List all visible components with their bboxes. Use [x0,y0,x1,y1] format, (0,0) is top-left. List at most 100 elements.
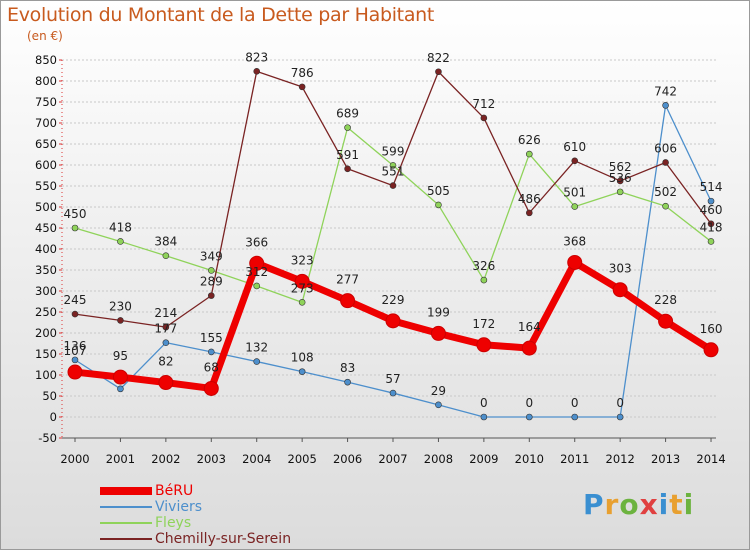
data-point-fleys [162,252,170,260]
data-label-fleys: 312 [245,265,268,279]
proxiti-logo: Proxiti [583,488,694,521]
logo-letter: P [583,488,605,521]
y-tick-label: 700 [35,116,57,130]
data-label-viviers: 0 [571,396,579,410]
y-tick-label: 750 [35,95,57,109]
data-label-fleys: 536 [609,171,632,185]
data-label-b-ru: 160 [700,322,723,336]
logo-letter: x [639,488,659,521]
x-tick-label: 2003 [197,452,226,466]
data-point-fleys [298,299,306,306]
data-point-chemilly-sur-serein [207,292,215,299]
y-tick-label: 650 [35,137,57,151]
legend-label: Chemilly-sur-Serein [155,531,292,547]
data-point-viviers [389,389,397,397]
data-label-chemilly-sur-serein: 562 [609,160,632,174]
data-label-chemilly-sur-serein: 822 [427,51,450,65]
data-label-viviers: 57 [385,372,400,386]
data-point-viviers [571,413,579,421]
y-tick-label: 800 [35,74,57,88]
data-point-viviers [162,339,170,346]
data-label-fleys: 502 [654,185,677,199]
data-label-fleys: 418 [700,220,723,234]
data-point-b-ru [294,273,310,289]
y-tick-label: 850 [35,53,57,67]
data-point-fleys [662,202,669,210]
logo-letter: i [658,488,670,521]
y-tick-label: -50 [38,431,57,445]
data-label-chemilly-sur-serein: 786 [291,66,314,80]
data-point-fleys [207,267,215,274]
chart-subtitle: (en €) [27,29,63,43]
x-tick-label: 2010 [515,452,544,466]
data-point-b-ru [658,313,674,329]
data-point-chemilly-sur-serein [571,157,579,165]
y-tick-label: 500 [35,200,57,214]
data-point-chemilly-sur-serein [707,220,715,228]
data-label-b-ru: 303 [609,262,632,276]
data-label-b-ru: 68 [204,360,219,374]
x-tick-label: 2009 [469,452,498,466]
data-point-b-ru [158,375,174,391]
data-point-viviers [707,197,715,205]
data-point-viviers [298,368,306,375]
data-label-b-ru: 164 [518,320,541,334]
data-label-b-ru: 199 [427,305,450,319]
data-label-fleys: 326 [472,259,495,273]
legend-swatch [100,538,152,540]
chart-title: Evolution du Montant de la Dette par Hab… [7,4,435,26]
data-point-chemilly-sur-serein [389,182,397,189]
data-label-fleys: 418 [109,220,132,234]
data-point-b-ru [612,282,628,298]
data-point-fleys [571,203,579,210]
data-point-chemilly-sur-serein [71,310,79,318]
data-label-b-ru: 229 [382,293,405,307]
data-label-chemilly-sur-serein: 610 [563,140,586,154]
logo-letter: i [683,488,695,521]
data-point-viviers [344,378,351,386]
data-point-b-ru [112,369,128,385]
legend-label: BéRU [155,483,194,499]
data-label-chemilly-sur-serein: 486 [518,192,541,206]
data-label-viviers: 108 [291,351,314,365]
data-point-fleys [389,162,397,169]
y-tick-label: 300 [35,284,57,298]
data-point-viviers [525,413,533,421]
data-point-b-ru [340,293,356,309]
y-tick-label: 200 [35,326,57,340]
data-point-b-ru [521,340,537,356]
data-label-chemilly-sur-serein: 823 [245,50,268,64]
data-label-viviers: 177 [154,322,177,336]
data-label-chemilly-sur-serein: 591 [336,148,359,162]
data-point-chemilly-sur-serein [525,209,533,217]
data-label-chemilly-sur-serein: 289 [200,275,223,289]
legend-label: Viviers [155,499,202,515]
data-point-chemilly-sur-serein [480,114,488,122]
y-tick-label: 150 [35,347,57,361]
data-label-viviers: 742 [654,84,677,98]
data-point-viviers [207,348,215,356]
y-tick-label: 0 [50,410,57,424]
x-tick-label: 2002 [151,452,180,466]
data-point-fleys [253,282,261,290]
data-label-viviers: 83 [340,361,355,375]
data-point-chemilly-sur-serein [435,68,442,76]
data-label-viviers: 155 [200,331,223,345]
data-point-fleys [344,124,351,131]
data-label-b-ru: 277 [336,273,359,287]
x-tick-label: 2008 [424,452,453,466]
x-tick-label: 2013 [651,452,680,466]
data-label-viviers: 132 [245,341,268,355]
data-point-b-ru [249,255,265,271]
data-point-b-ru [703,342,719,358]
data-label-chemilly-sur-serein: 606 [654,141,677,155]
data-point-viviers [71,356,79,364]
data-point-chemilly-sur-serein [662,159,669,166]
data-label-chemilly-sur-serein: 460 [700,203,723,217]
data-label-fleys: 349 [200,249,223,263]
data-label-chemilly-sur-serein: 712 [472,97,495,111]
data-point-fleys [435,201,442,209]
data-label-chemilly-sur-serein: 245 [64,293,87,307]
data-point-viviers [616,413,624,421]
data-label-b-ru: 228 [654,293,677,307]
